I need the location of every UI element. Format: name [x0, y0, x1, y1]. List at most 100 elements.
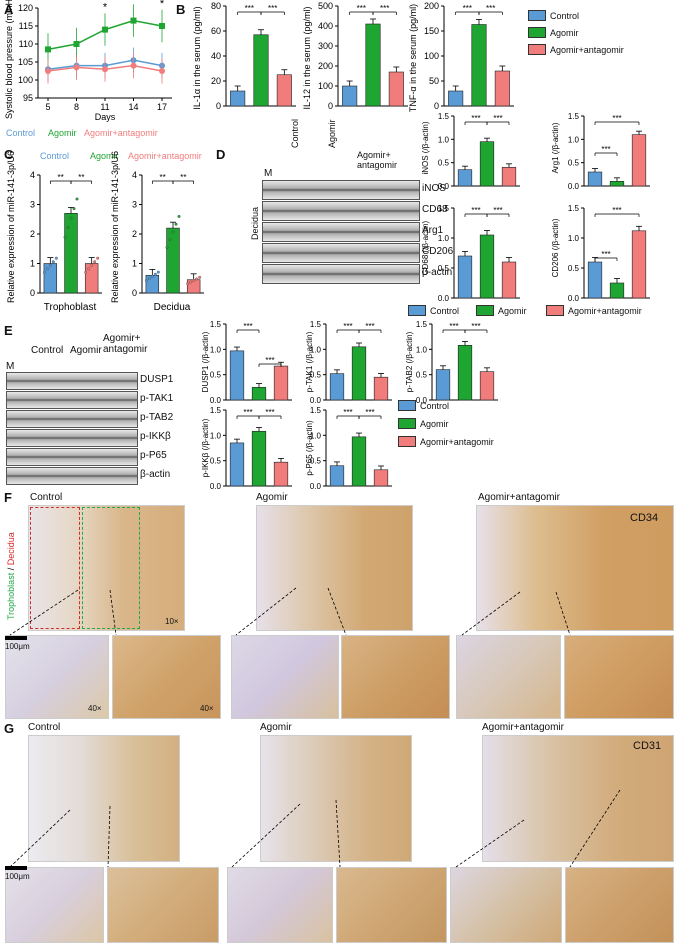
ytick-label: 1.0	[438, 234, 450, 243]
a-point	[130, 17, 137, 24]
ytick-label: 60	[211, 26, 221, 36]
panel-a-legend-antag: Agomir+antagomir	[84, 128, 158, 138]
bar-chart-B-TNFa: 0 50 100 150 200 *** ***	[424, 1, 514, 111]
ytick-label: 1.0	[568, 234, 580, 243]
d-col-control: Control	[290, 118, 300, 148]
dot	[90, 263, 94, 267]
sig-label: ***	[265, 408, 274, 417]
ytick-label: 0.5	[210, 371, 222, 380]
bar	[479, 234, 495, 299]
ytick-label: 1	[30, 259, 35, 269]
bar	[276, 74, 292, 107]
f-cd34-label: CD34	[630, 512, 659, 524]
sig-label: ***	[243, 322, 252, 331]
a-point	[130, 62, 137, 69]
sig-label: ***	[357, 4, 366, 13]
bar	[43, 263, 58, 294]
ytick-label: 0.0	[310, 482, 322, 490]
bar	[251, 430, 267, 487]
ytick-label: 1.5	[416, 320, 428, 329]
ytick-label: 150	[424, 26, 439, 36]
bar-chart-D-Arg1: 0.0 0.5 1.0 1.5 *** ***	[568, 112, 650, 191]
panel-label-g: G	[4, 721, 15, 736]
dot	[75, 197, 79, 201]
d-legend-antag: Agomir+antagomir	[546, 305, 642, 316]
bar	[373, 376, 389, 401]
dot	[195, 277, 199, 281]
d-ylabel: Arg1 (/β-actin)	[551, 122, 560, 173]
bar	[609, 282, 625, 299]
ytick-label: 0	[216, 101, 221, 111]
a-star: *	[131, 0, 136, 4]
a-xtick-label: 14	[128, 102, 138, 112]
e-band-label: p-IKKβ	[140, 431, 171, 442]
g-scale-text: 100μm	[5, 872, 30, 881]
bar	[351, 436, 367, 487]
sig-label: ***	[343, 408, 352, 417]
dot	[150, 274, 154, 278]
ytick-label: 0.0	[416, 396, 428, 405]
ytick-label: 0.0	[568, 182, 580, 191]
sig-label: ***	[243, 408, 252, 417]
bar	[479, 141, 495, 187]
g-control-10x-image	[28, 735, 180, 862]
f-trophoblast-box	[82, 507, 140, 629]
bar	[64, 213, 78, 294]
e-ylabel: p-P65 (/β-actin)	[305, 420, 314, 476]
sig-label: ***	[486, 4, 495, 13]
bar	[631, 230, 647, 299]
a-ytick-label: 100	[18, 75, 33, 85]
bar	[457, 169, 473, 187]
ytick-label: 80	[211, 1, 221, 11]
d-blot-row	[262, 180, 420, 200]
dot	[174, 222, 178, 226]
dot	[168, 238, 172, 242]
dot	[144, 279, 148, 283]
b-legend-control: Control	[528, 10, 579, 21]
ytick-label: 1.5	[438, 204, 450, 213]
e-band-label: β-actin	[140, 469, 171, 480]
bar	[229, 350, 245, 401]
e-ylabel: DUSP1 (/β-actin)	[201, 331, 210, 392]
bar-chart-D-CD68: 0.0 0.5 1.0 1.5 *** ***	[438, 204, 520, 303]
d-band-label: β-actin	[422, 267, 453, 278]
dot	[153, 272, 157, 276]
bar-chart-E-pP65: 0.0 0.5 1.0 1.5 *** ***	[310, 406, 392, 490]
sig-label: ***	[380, 4, 389, 13]
ytick-label: 40	[211, 51, 221, 61]
ytick-label: 1.5	[310, 406, 322, 415]
e-band-label: p-TAB2	[140, 412, 174, 423]
a-xtick-label: 17	[157, 102, 167, 112]
f-zoom-lines	[9, 587, 571, 636]
bar	[229, 442, 245, 487]
sig-label: ***	[268, 4, 277, 13]
ytick-label: 1.0	[416, 345, 428, 354]
ytick-label: 200	[318, 61, 333, 71]
ytick-label: 300	[318, 41, 333, 51]
dot	[192, 279, 196, 282]
a-ytick-label: 120	[18, 3, 33, 13]
e-col-control: Control	[31, 345, 64, 356]
e-band-label: p-P65	[140, 450, 167, 461]
bar	[471, 24, 487, 107]
bar-chart-B-IL12: 0 100 200 300 400 500 *** ***	[318, 1, 408, 111]
e-col-antag: Agomir+ antagomir	[103, 333, 148, 355]
sig-label: ***	[493, 206, 502, 215]
bar	[273, 461, 289, 487]
f-antag-40x-decidua	[456, 635, 561, 719]
bar	[351, 346, 367, 401]
ytick-label: 0.5	[438, 159, 450, 168]
panel-c-charts: Control Agomir Agomir+antagomir Relative…	[6, 151, 204, 313]
ytick-label: 3	[132, 200, 137, 210]
f-control-40x-decidua	[5, 635, 109, 719]
dot	[177, 214, 181, 218]
dot	[72, 207, 76, 211]
bar	[230, 90, 246, 107]
ytick-label: 0.5	[210, 457, 222, 466]
f-control-10x-image	[28, 505, 185, 631]
dot	[93, 260, 97, 264]
b-legend-agomir: Agomir	[528, 27, 579, 38]
panel-c-troph-ylabel: Relative expression of miR-141-3p/U6	[6, 151, 16, 303]
panel-e-tab2-chart: p-TAB2 (/β-actin)0.0 0.5 1.0 1.5 *** ***	[405, 320, 498, 405]
a-ytick-label: 105	[18, 57, 33, 67]
